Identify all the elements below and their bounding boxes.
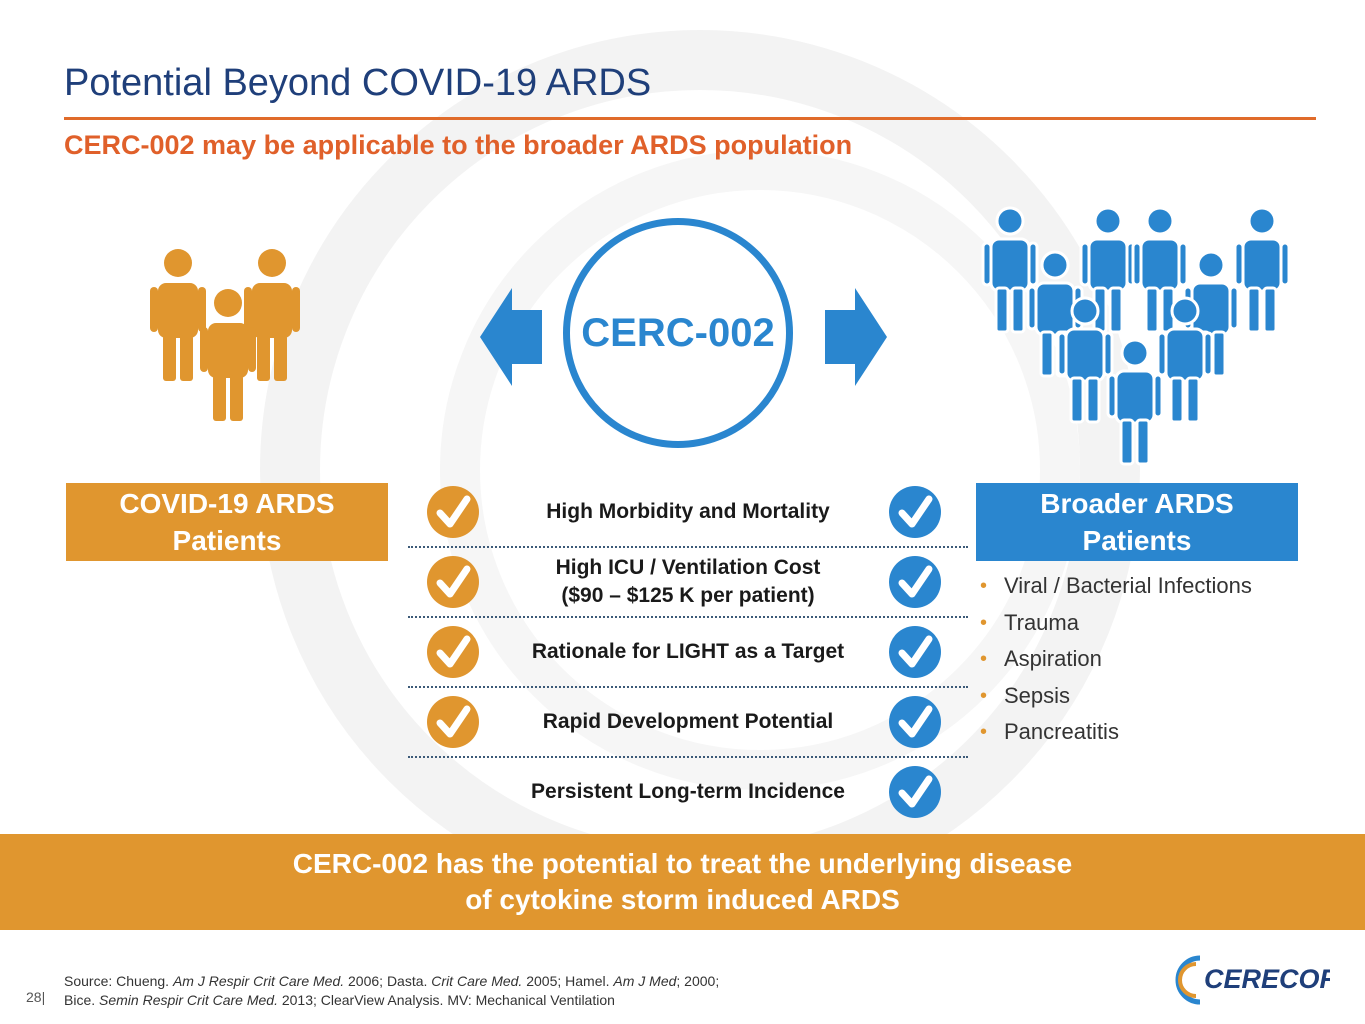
check-orange-icon (427, 626, 479, 678)
check-blue-icon (889, 486, 941, 538)
broader-ards-bullets: • Viral / Bacterial Infections • Trauma • A… (980, 568, 1252, 751)
criteria-text: Persistent Long-term Incidence (508, 778, 868, 806)
page-number: 28| (26, 989, 46, 1005)
bullet-dot-icon: • (980, 684, 988, 707)
bullet-text: Viral / Bacterial Infections (1004, 573, 1252, 598)
source-journal: Crit Care Med. (431, 973, 523, 989)
check-orange-icon (427, 696, 479, 748)
check-orange-icon (427, 486, 479, 538)
bullet-item: • Sepsis (980, 678, 1252, 715)
criteria-row: Rapid Development Potential (408, 688, 968, 758)
source-text: 2013; ClearView Analysis. MV: Mechanical… (277, 992, 615, 1008)
source-journal: Semin Respir Crit Care Med. (99, 992, 278, 1008)
criteria-text: Rapid Development Potential (508, 708, 868, 736)
page-title: Potential Beyond COVID-19 ARDS (64, 62, 652, 104)
bullet-text: Pancreatitis (1004, 719, 1119, 744)
criteria-list: High Morbidity and Mortality High ICU / … (408, 478, 968, 826)
check-orange-icon (427, 556, 479, 608)
criteria-row: Persistent Long-term Incidence (408, 758, 968, 826)
source-text: Bice. (64, 992, 100, 1008)
people-crowd-icon (981, 206, 1291, 466)
center-label: CERC-002 (581, 310, 775, 355)
bullet-item: • Trauma (980, 605, 1252, 642)
broader-ards-label-line2: Patients (1082, 525, 1192, 556)
bullet-item: • Aspiration (980, 641, 1252, 678)
bullet-text: Aspiration (1004, 646, 1102, 671)
arrow-right-icon (825, 288, 887, 386)
criteria-row: Rationale for LIGHT as a Target (408, 618, 968, 688)
broader-ards-label: Broader ARDS Patients (976, 483, 1298, 561)
source-citation: Source: Chueng. Am J Respir Crit Care Me… (64, 972, 719, 1010)
criteria-text: Rationale for LIGHT as a Target (508, 638, 868, 666)
criteria-row: High ICU / Ventilation Cost ($90 – $125 … (408, 548, 968, 618)
criteria-text-line2: ($90 – $125 K per patient) (561, 584, 815, 607)
bullet-item: • Viral / Bacterial Infections (980, 568, 1252, 605)
criteria-text-line1: Rationale for LIGHT as a Target (531, 640, 845, 663)
criteria-text-line1: High ICU / Ventilation Cost (555, 556, 821, 579)
bullet-dot-icon: • (980, 721, 988, 743)
broader-ards-label-line1: Broader ARDS (1040, 488, 1234, 519)
check-blue-icon (889, 556, 941, 608)
conclusion-banner: CERC-002 has the potential to treat the … (0, 834, 1365, 930)
source-line1: Source: Chueng. Am J Respir Crit Care Me… (64, 972, 719, 991)
covid-ards-label-line2: Patients (172, 525, 282, 556)
page-subtitle: CERC-002 may be applicable to the broade… (64, 130, 853, 160)
criteria-text-line1: Rapid Development Potential (542, 710, 834, 733)
cerecor-logo: CERECOR (1175, 955, 1330, 1005)
source-text: Source: Chueng. (64, 973, 173, 989)
cerc-002-circle: CERC-002 (563, 218, 793, 448)
covid-ards-label-line1: COVID-19 ARDS (119, 488, 335, 519)
bullet-item: • Pancreatitis (980, 714, 1252, 751)
bullet-dot-icon: • (980, 648, 988, 670)
criteria-text-line1: Persistent Long-term Incidence (531, 780, 845, 803)
bullet-text: Trauma (1004, 609, 1079, 635)
check-blue-icon (889, 626, 941, 678)
criteria-text: High Morbidity and Mortality (508, 498, 868, 526)
criteria-row: High Morbidity and Mortality (408, 478, 968, 548)
source-journal: Am J Med (613, 973, 677, 989)
title-divider (64, 117, 1316, 120)
banner-line1: CERC-002 has the potential to treat the … (292, 848, 1073, 879)
bullet-text: Sepsis (1004, 682, 1071, 708)
source-line2: Bice. Semin Respir Crit Care Med. 2013; … (64, 991, 719, 1010)
check-blue-icon (889, 696, 941, 748)
check-blue-icon (889, 766, 941, 818)
logo-text: CERECOR (1204, 964, 1330, 994)
source-text: 2006; Dasta. (344, 973, 432, 989)
bullet-dot-icon: • (980, 575, 988, 597)
source-text: 2005; Hamel. (522, 973, 614, 989)
covid-ards-label: COVID-19 ARDS Patients (66, 483, 388, 561)
bullet-dot-icon: • (980, 611, 988, 634)
source-journal: Am J Respir Crit Care Med. (172, 973, 345, 989)
criteria-text: High ICU / Ventilation Cost ($90 – $125 … (508, 554, 868, 610)
criteria-text-line1: High Morbidity and Mortality (546, 500, 830, 523)
people-group-icon (150, 249, 300, 421)
source-text: ; 2000; (676, 973, 720, 989)
banner-line2: of cytokine storm induced ARDS (465, 884, 900, 915)
arrow-left-icon (480, 288, 542, 386)
